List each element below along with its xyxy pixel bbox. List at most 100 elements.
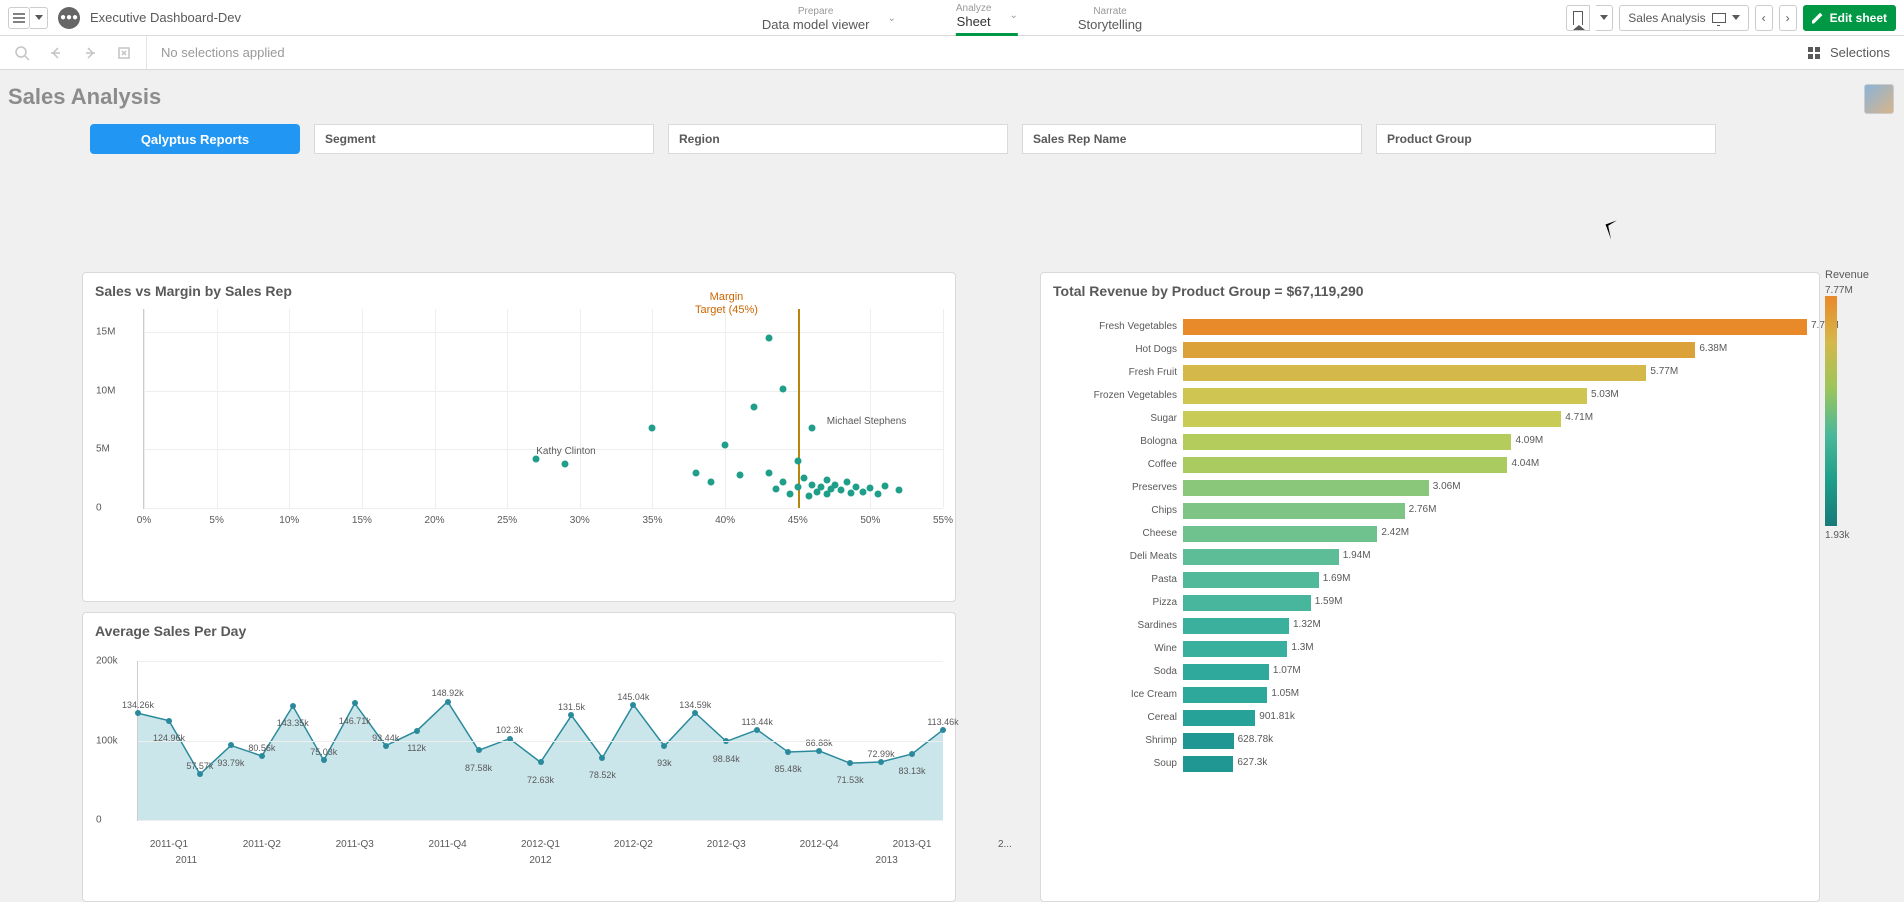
scatter-point[interactable] [722, 441, 729, 448]
scatter-point[interactable] [794, 458, 801, 465]
selections-tool-button[interactable]: Selections [1808, 45, 1904, 60]
nav-narrate[interactable]: Narrate Storytelling [1078, 6, 1142, 36]
line-point[interactable] [692, 710, 698, 716]
scatter-point[interactable] [649, 425, 656, 432]
scatter-point[interactable] [806, 493, 813, 500]
qalyptus-reports-button[interactable]: Qalyptus Reports [90, 124, 300, 154]
scatter-point[interactable] [881, 482, 888, 489]
filter-segment[interactable]: Segment [314, 124, 654, 154]
line-point[interactable] [538, 759, 544, 765]
line-point[interactable] [568, 712, 574, 718]
step-back-icon[interactable] [48, 45, 64, 61]
line-point[interactable] [630, 702, 636, 708]
scatter-point[interactable] [772, 486, 779, 493]
menu-dropdown[interactable] [30, 7, 48, 29]
scatter-point[interactable] [823, 476, 830, 483]
line-point[interactable] [414, 728, 420, 734]
scatter-point[interactable] [852, 483, 859, 490]
bar-row[interactable]: Cereal901.81k [1053, 706, 1807, 729]
prev-sheet-button[interactable]: ‹ [1755, 5, 1773, 31]
scatter-point[interactable] [765, 469, 772, 476]
line-point[interactable] [352, 700, 358, 706]
line-point[interactable] [476, 747, 482, 753]
menu-button[interactable] [8, 7, 30, 29]
line-point[interactable] [909, 751, 915, 757]
bar-row[interactable]: Pasta1.69M [1053, 568, 1807, 591]
nav-prepare[interactable]: Prepare Data model viewer ⌄ [762, 6, 896, 36]
scatter-point[interactable] [736, 472, 743, 479]
line-chart-card[interactable]: Average Sales Per Day 134.26k124.96k57.5… [82, 612, 956, 902]
line-point[interactable] [166, 718, 172, 724]
sheet-thumbnail[interactable] [1864, 84, 1894, 114]
step-forward-icon[interactable] [82, 45, 98, 61]
scatter-point[interactable] [874, 490, 881, 497]
scatter-point[interactable] [787, 490, 794, 497]
bar-row[interactable]: Bologna4.09M [1053, 430, 1807, 453]
bar-row[interactable]: Cheese2.42M [1053, 522, 1807, 545]
filter-product-group[interactable]: Product Group [1376, 124, 1716, 154]
scatter-point[interactable] [780, 479, 787, 486]
scatter-point[interactable] [867, 485, 874, 492]
next-sheet-button[interactable]: › [1779, 5, 1797, 31]
scatter-point[interactable] [817, 483, 824, 490]
line-point[interactable] [135, 710, 141, 716]
scatter-point[interactable] [809, 481, 816, 488]
filter-sales-rep[interactable]: Sales Rep Name [1022, 124, 1362, 154]
bar-row[interactable]: Sardines1.32M [1053, 614, 1807, 637]
bar-row[interactable]: Pizza1.59M [1053, 591, 1807, 614]
line-point[interactable] [290, 703, 296, 709]
bar-row[interactable]: Soup627.3k [1053, 752, 1807, 775]
scatter-point[interactable] [838, 487, 845, 494]
line-point[interactable] [754, 727, 760, 733]
line-point[interactable] [599, 755, 605, 761]
bar-row[interactable]: Frozen Vegetables5.03M [1053, 384, 1807, 407]
scatter-point[interactable] [896, 487, 903, 494]
line-point[interactable] [661, 743, 667, 749]
bar-row[interactable]: Hot Dogs6.38M [1053, 338, 1807, 361]
edit-sheet-button[interactable]: Edit sheet [1803, 5, 1896, 31]
line-point[interactable] [445, 699, 451, 705]
line-point[interactable] [383, 743, 389, 749]
line-point[interactable] [878, 759, 884, 765]
line-point[interactable] [259, 753, 265, 759]
scatter-point[interactable] [707, 479, 714, 486]
scatter-chart-card[interactable]: Sales vs Margin by Sales Rep MarginTarge… [82, 272, 956, 602]
bookmark-dropdown[interactable] [1596, 5, 1613, 31]
line-point[interactable] [228, 742, 234, 748]
bookmark-button[interactable] [1566, 5, 1590, 31]
scatter-point[interactable] [844, 479, 851, 486]
smart-search-icon[interactable] [14, 45, 30, 61]
bar-row[interactable]: Ice Cream1.05M [1053, 683, 1807, 706]
filter-region[interactable]: Region [668, 124, 1008, 154]
scatter-point[interactable] [693, 469, 700, 476]
scatter-point[interactable] [751, 404, 758, 411]
scatter-point[interactable] [809, 425, 816, 432]
line-point[interactable] [816, 748, 822, 754]
bar-row[interactable]: Fresh Fruit5.77M [1053, 361, 1807, 384]
line-point[interactable] [321, 757, 327, 763]
nav-analyze[interactable]: Analyze Sheet ⌄ [956, 3, 1018, 36]
bar-row[interactable]: Deli Meats1.94M [1053, 545, 1807, 568]
line-point[interactable] [940, 727, 946, 733]
scatter-point[interactable] [848, 489, 855, 496]
sheet-selector[interactable]: Sales Analysis [1619, 5, 1748, 31]
clear-selections-icon[interactable] [116, 45, 132, 61]
scatter-point[interactable] [780, 385, 787, 392]
bar-row[interactable]: Soda1.07M [1053, 660, 1807, 683]
bar-row[interactable]: Preserves3.06M [1053, 476, 1807, 499]
line-point[interactable] [785, 749, 791, 755]
scatter-point[interactable] [562, 460, 569, 467]
bar-row[interactable]: Wine1.3M [1053, 637, 1807, 660]
line-point[interactable] [847, 760, 853, 766]
scatter-point[interactable] [765, 335, 772, 342]
bar-row[interactable]: Fresh Vegetables7.77M [1053, 315, 1807, 338]
bar-row[interactable]: Coffee4.04M [1053, 453, 1807, 476]
bar-chart-card[interactable]: Total Revenue by Product Group = $67,119… [1040, 272, 1820, 902]
scatter-point[interactable] [794, 483, 801, 490]
bar-row[interactable]: Shrimp628.78k [1053, 729, 1807, 752]
scatter-point[interactable] [800, 474, 807, 481]
bar-row[interactable]: Sugar4.71M [1053, 407, 1807, 430]
line-point[interactable] [197, 771, 203, 777]
bar-row[interactable]: Chips2.76M [1053, 499, 1807, 522]
scatter-point[interactable] [860, 488, 867, 495]
